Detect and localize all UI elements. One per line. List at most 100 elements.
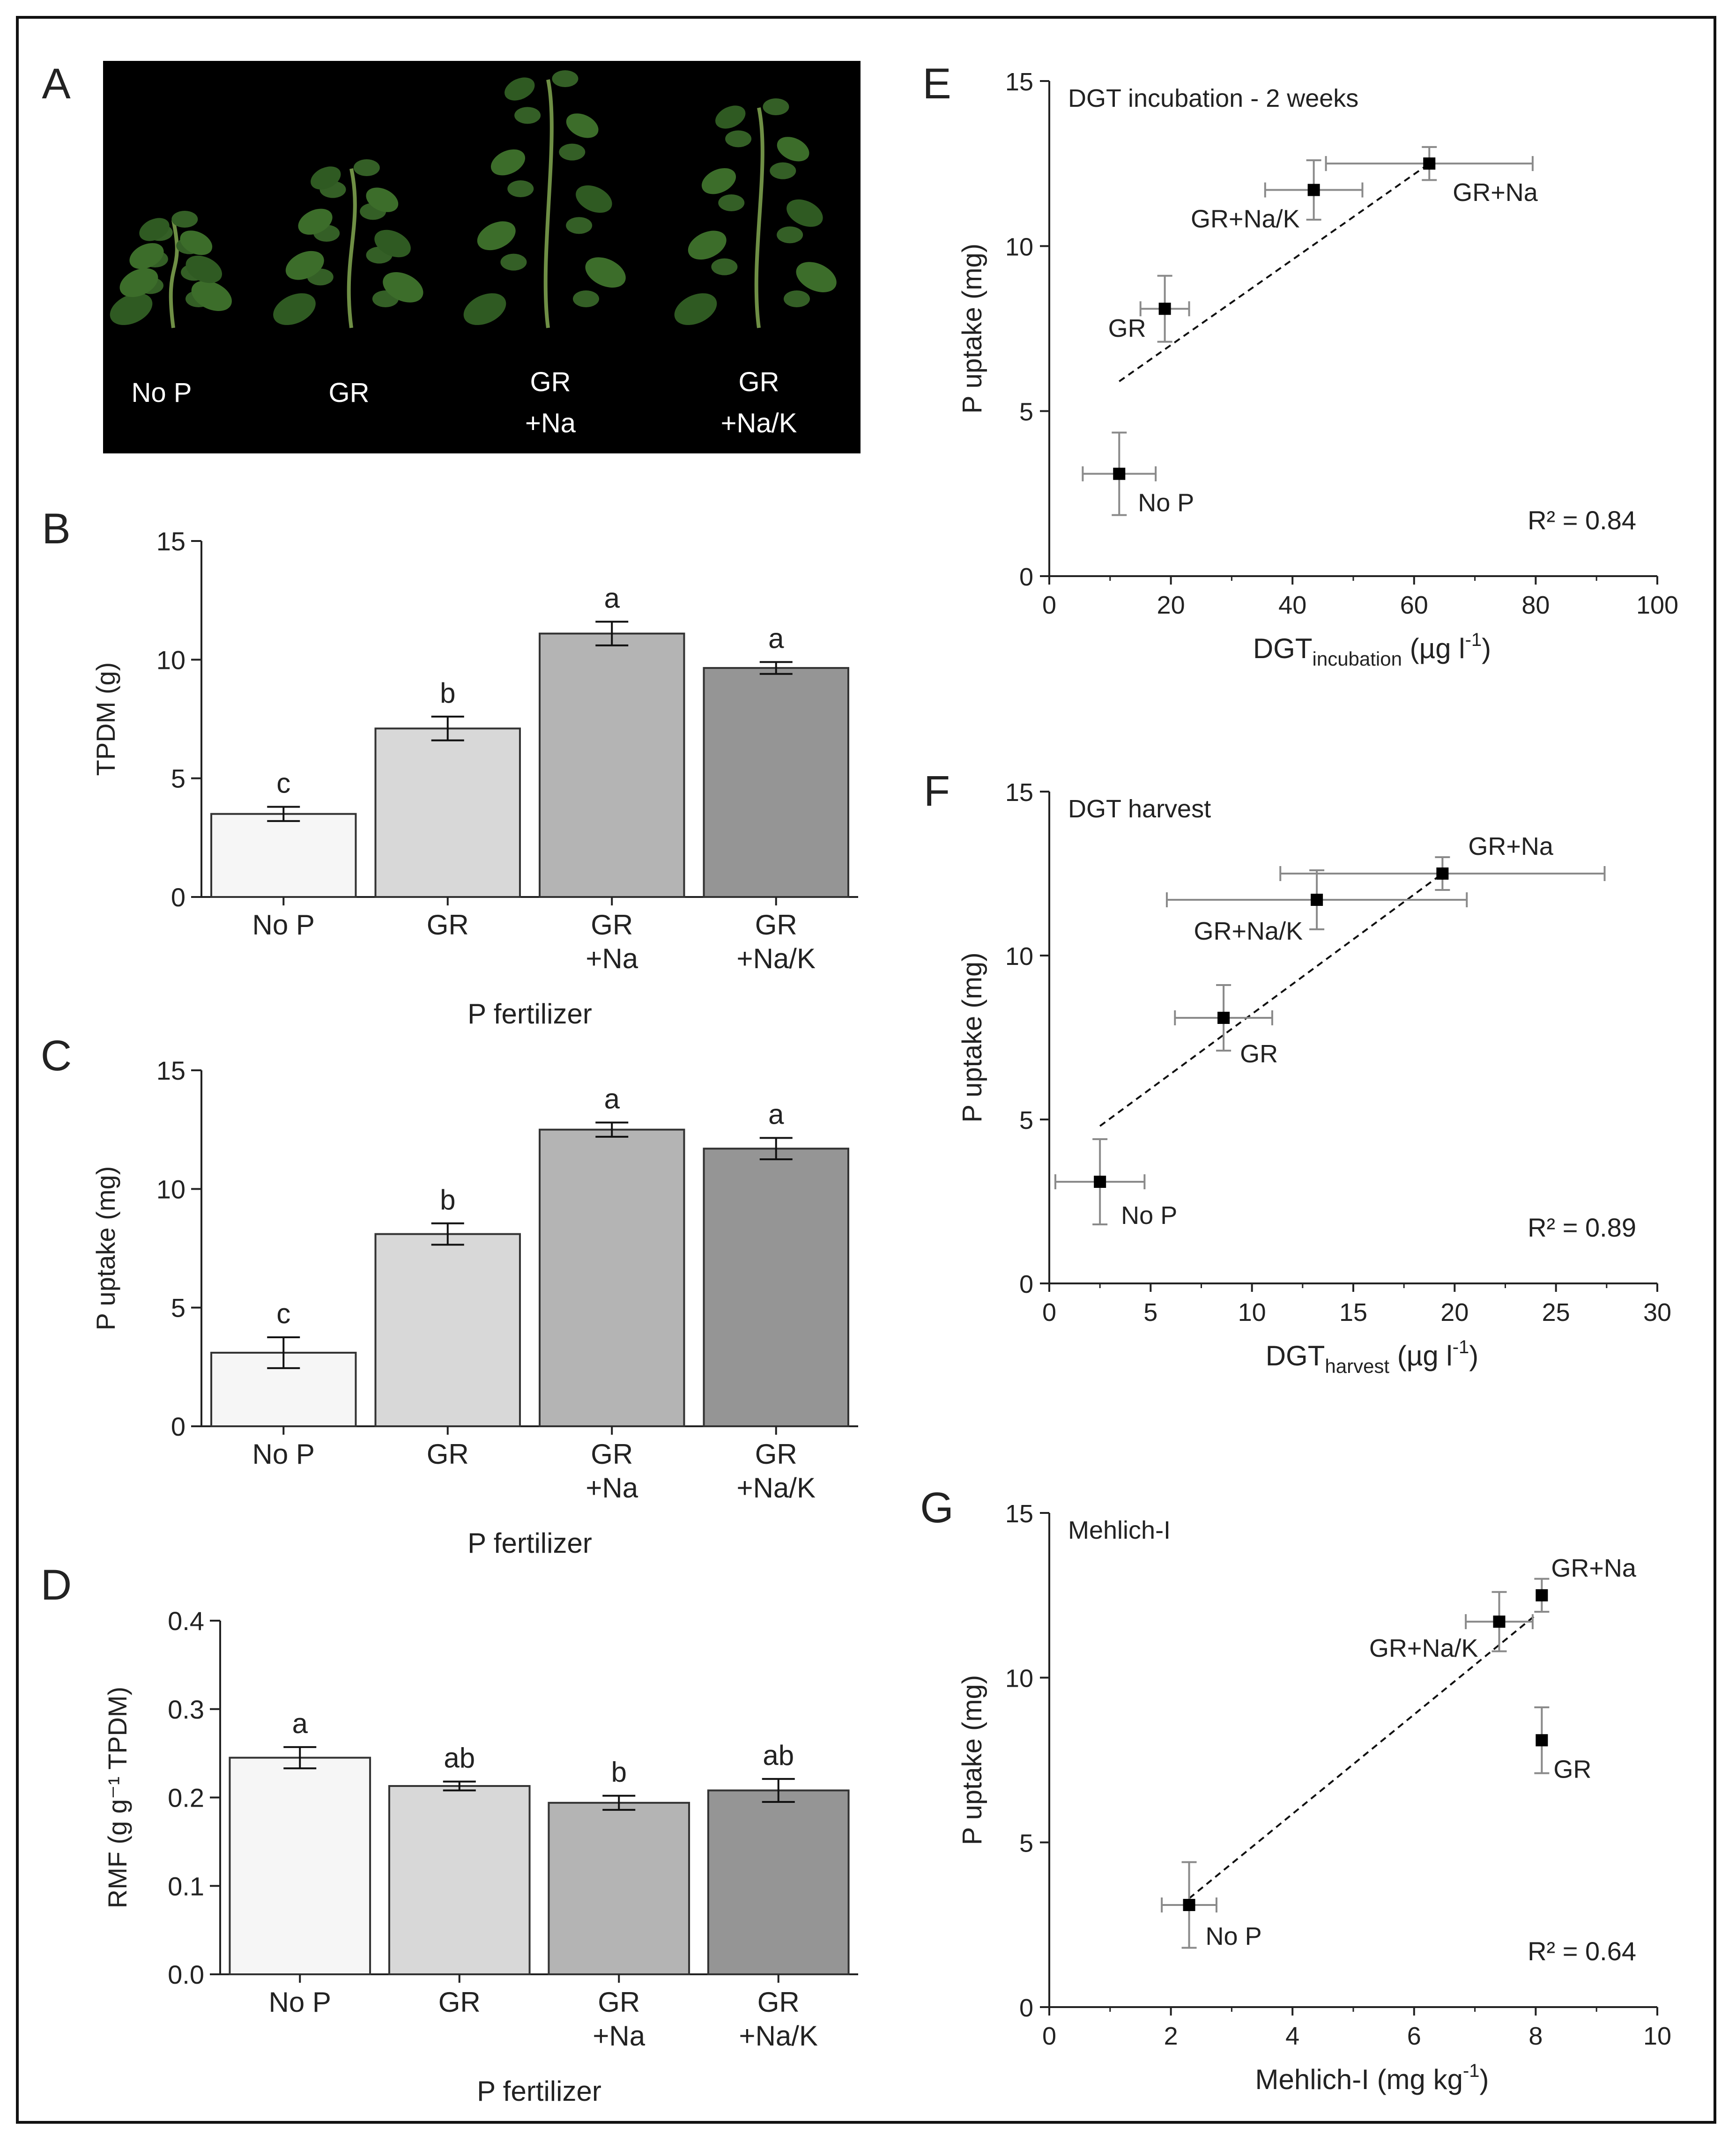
bar [374, 727, 521, 898]
plant-leaf [718, 194, 745, 211]
plant-leaf [477, 221, 516, 251]
x-axis-title: DGTharvest (µg l-1) [1266, 1337, 1479, 1377]
data-point [1158, 303, 1171, 315]
plant-leaf [770, 162, 796, 179]
data-point [1094, 1176, 1106, 1188]
bar [539, 632, 685, 898]
plant-leaf [715, 105, 746, 129]
plant-leaf [110, 293, 153, 325]
y-tick-label: 0 [171, 1412, 185, 1441]
point-label: GR+Na [1468, 832, 1554, 860]
plant-2 [273, 159, 423, 328]
x-tick-label: 80 [1521, 591, 1550, 619]
bar [703, 667, 849, 898]
y-tick-label: 0.3 [168, 1695, 204, 1724]
y-tick-label: 5 [171, 1293, 185, 1323]
plant-stem [347, 168, 357, 328]
x-tick-label: 60 [1400, 591, 1428, 619]
plant-leaf [786, 199, 823, 227]
fit-line [1188, 1614, 1536, 1899]
x-tick-label: 4 [1285, 2022, 1299, 2050]
plant-leaf [490, 149, 526, 176]
point-label: No P [1138, 489, 1194, 517]
plant-leaf [285, 251, 324, 280]
r-squared-label: R² = 0.89 [1528, 1213, 1636, 1242]
x-tick-label: 40 [1278, 591, 1306, 619]
plant-leaf [688, 230, 727, 260]
x-tick-label: 10 [1643, 2022, 1671, 2050]
y-tick-label: 10 [1005, 942, 1033, 971]
plant-leaf [129, 243, 164, 269]
y-tick-label: 5 [1019, 1106, 1033, 1134]
bar [229, 1757, 371, 1975]
x-axis-title-end: ) [1482, 633, 1491, 664]
point-label: GR+Na/K [1191, 205, 1300, 233]
chart-title: Mehlich-I [1068, 1516, 1171, 1544]
x-tick-label: 20 [1440, 1298, 1469, 1327]
category-label: +Na [586, 1472, 638, 1504]
plant-leaf [514, 107, 541, 124]
category-label: GR [427, 909, 469, 941]
plant-leaf [559, 143, 586, 161]
data-point [1423, 157, 1436, 170]
x-axis-title-subscript: harvest [1325, 1355, 1389, 1377]
y-axis-title: TPDM (g) [91, 662, 120, 776]
y-tick-label: 15 [1005, 778, 1033, 807]
plant-leaf [711, 258, 738, 275]
x-tick-label: 100 [1636, 591, 1678, 619]
plant-leaf [185, 255, 222, 283]
x-axis-title-subscript: incubation [1313, 648, 1402, 670]
x-tick-label: 10 [1238, 1298, 1266, 1327]
photo-label: +Na/K [721, 408, 797, 438]
plant-leaf [701, 168, 736, 194]
plant-leaf [366, 187, 399, 212]
panel-letter-e: E [922, 60, 951, 108]
plant-leaf [191, 281, 232, 311]
bar [703, 1148, 849, 1427]
panel-letter-g: G [920, 1484, 954, 1532]
x-tick-label: 8 [1528, 2022, 1543, 2050]
bar [388, 1785, 531, 1975]
x-axis-title: P fertilizer [467, 998, 592, 1030]
x-axis-title-main: DGT [1253, 633, 1313, 664]
category-label: GR [591, 1438, 633, 1470]
point-label: No P [1206, 1922, 1262, 1950]
panel-letters: A B C D E F G [41, 60, 954, 1609]
x-axis-title-unit: (µg l [1402, 633, 1465, 664]
category-label: +Na [586, 943, 638, 974]
plant-leaf [353, 159, 380, 176]
bar [548, 1801, 690, 1975]
category-label: +Na [593, 2020, 645, 2052]
significance-letter: a [768, 623, 784, 654]
y-axis-title: P uptake (mg) [91, 1166, 120, 1331]
point-label: GR [1108, 314, 1146, 342]
plant-leaf [374, 230, 411, 258]
category-label: +Na/K [739, 2020, 818, 2052]
category-label: GR [427, 1438, 469, 1470]
category-label: No P [252, 1438, 315, 1470]
photo-label: GR [329, 378, 370, 408]
plant-stem [169, 220, 179, 328]
r-squared-label: R² = 0.84 [1528, 505, 1636, 535]
y-tick-label: 5 [1019, 1829, 1033, 1857]
point-label: GR+Na/K [1194, 917, 1303, 945]
point-label: GR+Na [1551, 1554, 1637, 1582]
plant-leaf [566, 217, 593, 234]
plant-leaf [180, 230, 213, 255]
plant-stem [543, 79, 554, 328]
y-tick-label: 5 [1019, 398, 1033, 426]
y-tick-label: 0.0 [168, 1960, 204, 1989]
plant-leaf [139, 218, 170, 241]
data-point [1536, 1589, 1548, 1601]
plant-leaf [784, 290, 810, 307]
plant-4 [674, 98, 837, 328]
significance-letter: a [292, 1708, 308, 1739]
point-label: GR+Na/K [1369, 1634, 1478, 1662]
plant-1 [110, 211, 232, 328]
x-tick-label: 15 [1339, 1298, 1367, 1327]
plant-leaf [507, 180, 534, 197]
category-label: No P [252, 909, 315, 941]
